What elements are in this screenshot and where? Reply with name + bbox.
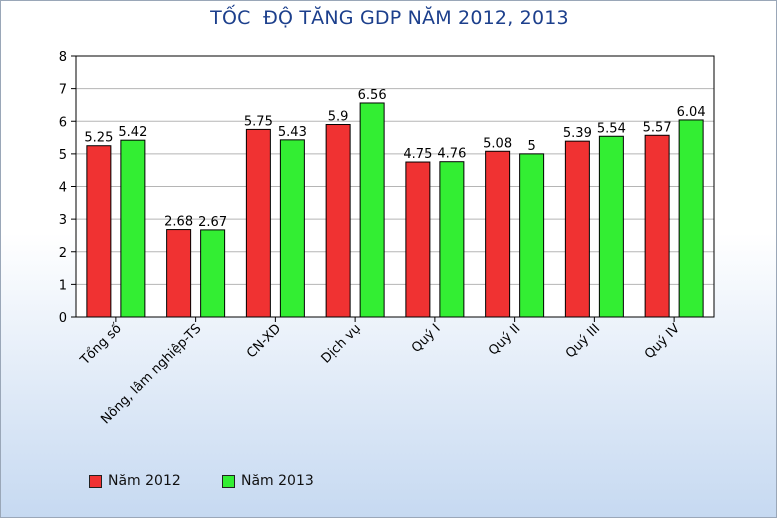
data-label: 6.04 xyxy=(677,105,706,120)
data-label: 5.25 xyxy=(84,131,113,146)
data-label: 5.75 xyxy=(244,114,273,129)
data-label: 5.9 xyxy=(328,110,349,125)
bar-2013 xyxy=(598,135,624,318)
data-label: 5.39 xyxy=(563,126,592,141)
chart-title: TỐC ĐỘ TĂNG GDP NĂM 2012, 2013 xyxy=(210,7,569,29)
data-label: 2.67 xyxy=(198,215,227,230)
y-tick-label: 4 xyxy=(59,181,67,196)
y-tick-label: 0 xyxy=(59,311,67,326)
bar-2012 xyxy=(166,229,192,318)
bar-2013 xyxy=(279,139,305,318)
data-label: 6.56 xyxy=(358,88,387,103)
x-tick-label: CN-XD xyxy=(244,321,284,361)
plot-border xyxy=(75,55,715,318)
bar-2013 xyxy=(359,102,385,318)
bar-2012 xyxy=(405,161,431,318)
data-label: 5.54 xyxy=(597,121,626,136)
data-label: 5.57 xyxy=(643,120,672,135)
y-tick-label: 8 xyxy=(59,50,67,65)
x-tick-label: Dịch vụ xyxy=(319,321,364,366)
bar-2013 xyxy=(678,119,704,318)
y-tick-label: 2 xyxy=(59,246,67,261)
bar-2012 xyxy=(325,124,351,318)
bar-2012 xyxy=(644,134,670,318)
legend-label-2012: Năm 2012 xyxy=(108,473,181,489)
legend-item-2012: Năm 2012 xyxy=(89,473,181,489)
y-tick-label: 1 xyxy=(59,278,67,293)
x-tick-label: Quý II xyxy=(486,321,523,358)
x-tick-label: Quý IV xyxy=(642,321,683,362)
x-tick-label: Quý III xyxy=(563,321,603,361)
data-label: 4.76 xyxy=(437,147,466,162)
data-label: 5.43 xyxy=(278,125,307,140)
data-label: 5 xyxy=(527,139,535,154)
data-label: 5.08 xyxy=(483,136,512,151)
x-tick-label: Quý I xyxy=(409,321,444,356)
y-tick-label: 5 xyxy=(59,148,67,163)
y-tick-label: 7 xyxy=(59,83,67,98)
bar-2012 xyxy=(245,128,271,318)
legend-item-2013: Năm 2013 xyxy=(222,473,314,489)
legend-label-2013: Năm 2013 xyxy=(241,473,314,489)
y-tick-label: 6 xyxy=(59,115,67,130)
legend-swatch-2013 xyxy=(222,474,235,488)
x-tick-label: Tổng số xyxy=(77,321,125,369)
bar-2012 xyxy=(485,150,511,318)
legend-swatch-2012 xyxy=(89,474,102,488)
data-label: 4.75 xyxy=(403,147,432,162)
data-label: 2.68 xyxy=(164,215,193,230)
y-tick-label: 3 xyxy=(59,213,67,228)
bar-2013 xyxy=(120,139,146,318)
bar-2013 xyxy=(439,161,465,318)
bar-2012 xyxy=(564,140,590,318)
bar-2012 xyxy=(86,145,112,318)
bar-2013 xyxy=(200,229,226,318)
bar-2013 xyxy=(519,153,545,318)
data-label: 5.42 xyxy=(118,125,147,140)
